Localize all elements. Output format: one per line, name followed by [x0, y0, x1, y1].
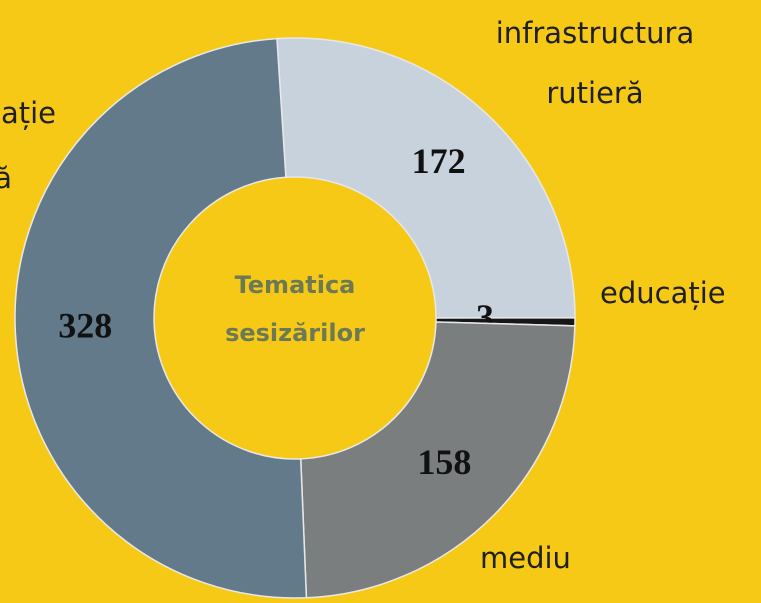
category-label: educație	[600, 276, 726, 310]
center-label: Tematica	[235, 271, 356, 299]
value-label: 158	[417, 442, 471, 482]
value-label: 172	[412, 141, 466, 181]
donut-slice	[276, 37, 576, 319]
donut-slice	[299, 321, 576, 599]
donut-slice	[14, 37, 308, 599]
category-label: mediu	[480, 541, 571, 575]
category-label: infrastructura	[496, 16, 695, 50]
category-label: ație	[1, 96, 56, 130]
category-label: ă	[0, 161, 12, 195]
value-label: 328	[58, 305, 112, 345]
center-label: sesizărilor	[225, 319, 365, 347]
category-label: rutieră	[546, 76, 643, 110]
